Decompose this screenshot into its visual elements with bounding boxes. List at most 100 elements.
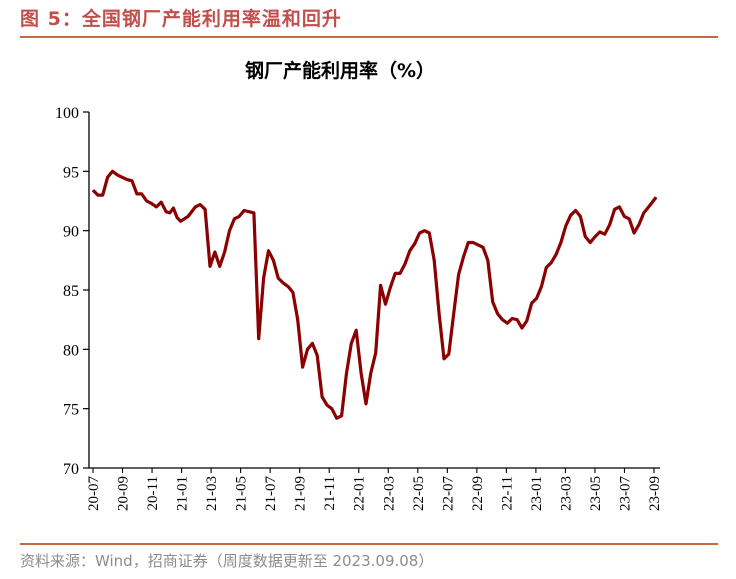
y-axis-ticks: 70 75 80 85 90 95 100 <box>55 105 89 478</box>
data-point <box>477 244 479 246</box>
x-tick-label: 23-03 <box>558 476 574 511</box>
data-point <box>248 211 250 213</box>
data-point <box>355 329 357 331</box>
data-point <box>589 241 591 244</box>
data-point <box>146 200 148 202</box>
data-point <box>409 250 411 252</box>
x-tick-label: 23-07 <box>617 476 633 511</box>
data-point <box>540 285 543 287</box>
data-point <box>560 241 562 244</box>
data-point <box>365 403 367 405</box>
data-point <box>131 180 133 182</box>
data-point <box>506 322 508 324</box>
x-tick-label: 22-03 <box>381 476 397 511</box>
data-point <box>172 207 174 209</box>
data-point <box>92 189 94 191</box>
data-point <box>306 348 309 350</box>
data-point <box>141 193 143 195</box>
data-point <box>628 218 630 220</box>
data-point <box>243 209 245 212</box>
data-point <box>238 215 240 217</box>
data-point <box>350 342 352 344</box>
x-tick-label: 21-07 <box>263 476 279 511</box>
data-point <box>643 212 645 214</box>
data-point <box>224 251 226 253</box>
data-point <box>287 285 289 287</box>
x-tick-label: 22-01 <box>352 476 368 511</box>
y-tick-label: 75 <box>63 402 79 419</box>
data-point <box>419 232 421 234</box>
data-point <box>492 301 494 303</box>
data-point <box>614 208 616 210</box>
figure-header: 图 5：全国钢厂产能利用率温和回升 <box>20 4 720 36</box>
data-point <box>389 287 391 289</box>
x-tick-label: 23-01 <box>529 476 545 511</box>
series-line <box>91 169 658 420</box>
data-point <box>360 372 362 374</box>
y-tick-label: 100 <box>55 105 79 122</box>
x-tick-label: 20-09 <box>116 476 132 511</box>
y-tick-label: 90 <box>63 224 79 241</box>
data-point <box>467 241 469 244</box>
data-point <box>263 277 265 279</box>
y-tick-label: 85 <box>63 283 79 300</box>
data-point <box>136 193 138 195</box>
x-tick-label: 21-09 <box>293 476 309 511</box>
data-point <box>550 262 552 264</box>
x-tick-label: 21-03 <box>204 476 220 511</box>
data-point <box>384 303 387 305</box>
data-point <box>341 415 343 417</box>
bottom-rule <box>20 543 718 545</box>
data-point <box>414 243 416 245</box>
data-point <box>482 246 484 248</box>
data-point <box>501 319 504 321</box>
data-point <box>655 196 657 198</box>
chart-axes <box>88 112 660 469</box>
data-point <box>516 319 518 321</box>
data-point <box>194 206 196 208</box>
data-point <box>155 206 157 208</box>
y-tick-label: 70 <box>63 461 79 478</box>
x-tick-label: 22-11 <box>499 476 515 510</box>
data-point <box>345 372 348 374</box>
source-note: 资料来源：Wind，招商证券（周度数据更新至 2023.09.08） <box>20 552 434 570</box>
data-point <box>199 204 201 206</box>
data-point <box>311 342 313 344</box>
data-point <box>302 366 304 368</box>
data-point <box>326 404 328 406</box>
data-point <box>150 202 153 204</box>
data-point <box>526 320 528 322</box>
data-point <box>214 251 216 253</box>
data-point <box>165 211 167 213</box>
x-axis-ticks: 20-07 20-09 20-11 21-01 21-03 21-05 21-07 21-09… <box>86 468 663 511</box>
data-point <box>297 319 299 321</box>
data-point <box>380 284 382 286</box>
figure-title: 图 5：全国钢厂产能利用率温和回升 <box>20 8 342 30</box>
data-point <box>565 225 567 227</box>
data-point <box>511 317 513 320</box>
data-point <box>111 170 114 172</box>
data-point <box>570 214 572 216</box>
data-point <box>316 354 318 356</box>
data-point <box>394 272 396 274</box>
data-point <box>233 218 235 220</box>
data-point <box>575 209 577 212</box>
data-point <box>116 174 118 176</box>
data-point <box>618 206 621 208</box>
data-point <box>219 265 221 267</box>
data-point <box>458 274 460 276</box>
data-point <box>423 230 426 232</box>
data-point <box>536 297 538 299</box>
data-point <box>472 241 474 244</box>
data-point <box>599 231 601 233</box>
data-point <box>126 179 128 181</box>
x-tick-label: 23-05 <box>588 476 604 511</box>
chart-title: 钢厂产能利用率（%） <box>245 59 435 82</box>
x-tick-label: 22-07 <box>440 476 456 511</box>
data-point <box>121 176 123 178</box>
data-point <box>448 353 450 355</box>
data-point <box>370 372 372 374</box>
data-point <box>97 194 99 196</box>
data-point <box>321 396 323 398</box>
data-point <box>228 230 231 232</box>
